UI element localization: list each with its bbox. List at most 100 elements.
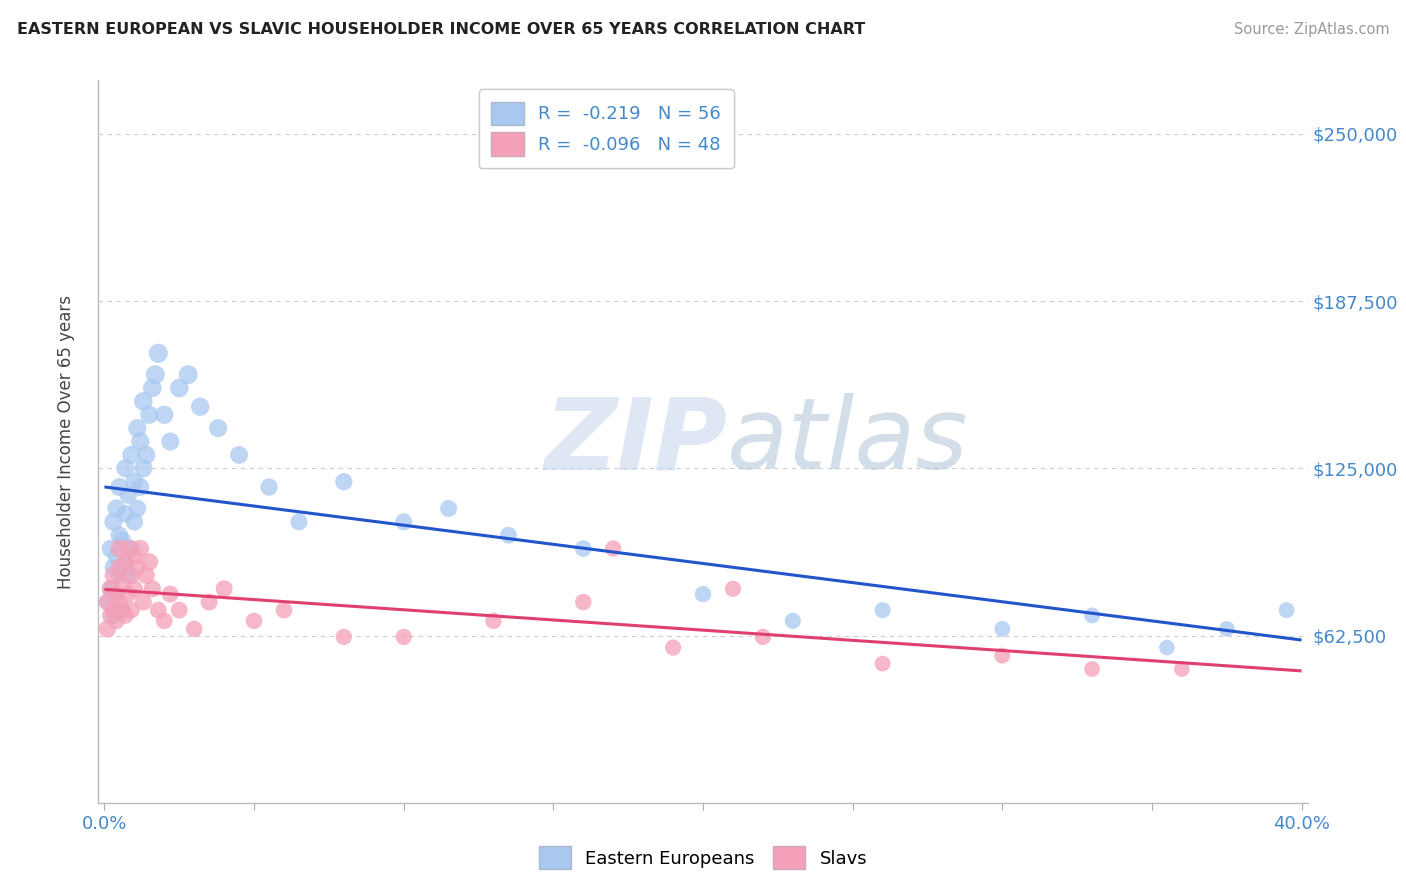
Point: [752, 630, 775, 644]
Point: [100, 582, 122, 596]
Point: [721, 582, 744, 596]
Point: [117, 541, 139, 556]
Point: [120, 568, 142, 582]
Point: [138, 408, 160, 422]
Point: [114, 555, 136, 569]
Point: [120, 448, 142, 462]
Point: [117, 488, 139, 502]
Point: [1081, 608, 1104, 623]
Point: [1156, 640, 1178, 655]
Point: [124, 549, 146, 564]
Point: [141, 381, 163, 395]
Point: [100, 582, 122, 596]
Point: [103, 608, 125, 623]
Point: [602, 541, 624, 556]
Point: [132, 394, 155, 409]
Point: [138, 555, 160, 569]
Point: [114, 507, 136, 521]
Point: [120, 541, 142, 556]
Point: [117, 568, 139, 582]
Point: [111, 603, 134, 617]
Point: [127, 501, 149, 516]
Point: [124, 475, 146, 489]
Point: [1081, 662, 1104, 676]
Point: [111, 576, 134, 591]
Point: [135, 448, 157, 462]
Point: [257, 480, 280, 494]
Point: [207, 421, 229, 435]
Point: [103, 568, 125, 582]
Point: [103, 515, 125, 529]
Point: [108, 541, 131, 556]
Point: [114, 555, 136, 569]
Point: [167, 603, 190, 617]
Point: [188, 400, 211, 414]
Point: [105, 549, 128, 564]
Point: [991, 648, 1014, 663]
Point: [498, 528, 520, 542]
Point: [212, 582, 235, 596]
Point: [1216, 622, 1239, 636]
Point: [228, 448, 250, 462]
Point: [167, 381, 190, 395]
Point: [120, 603, 142, 617]
Point: [572, 541, 595, 556]
Point: [100, 608, 122, 623]
Point: [129, 434, 152, 449]
Point: [392, 515, 415, 529]
Text: atlas: atlas: [727, 393, 969, 490]
Text: ZIP: ZIP: [544, 393, 727, 490]
Point: [96, 595, 118, 609]
Point: [114, 461, 136, 475]
Point: [111, 603, 134, 617]
Point: [114, 608, 136, 623]
Point: [143, 368, 166, 382]
Point: [103, 560, 125, 574]
Point: [129, 480, 152, 494]
Point: [333, 475, 356, 489]
Point: [124, 515, 146, 529]
Point: [141, 582, 163, 596]
Point: [103, 603, 125, 617]
Point: [872, 657, 894, 671]
Point: [105, 501, 128, 516]
Point: [127, 421, 149, 435]
Point: [662, 640, 685, 655]
Point: [108, 560, 131, 574]
Point: [105, 587, 128, 601]
Point: [132, 595, 155, 609]
Point: [129, 541, 152, 556]
Point: [105, 614, 128, 628]
Point: [288, 515, 311, 529]
Point: [1275, 603, 1298, 617]
Point: [148, 346, 170, 360]
Point: [153, 614, 176, 628]
Point: [108, 528, 131, 542]
Point: [991, 622, 1014, 636]
Point: [105, 587, 128, 601]
Point: [198, 595, 221, 609]
Point: [243, 614, 266, 628]
Point: [132, 461, 155, 475]
Point: [127, 560, 149, 574]
Point: [437, 501, 460, 516]
Text: EASTERN EUROPEAN VS SLAVIC HOUSEHOLDER INCOME OVER 65 YEARS CORRELATION CHART: EASTERN EUROPEAN VS SLAVIC HOUSEHOLDER I…: [17, 22, 865, 37]
Point: [96, 622, 118, 636]
Point: [153, 408, 176, 422]
Point: [782, 614, 804, 628]
Point: [124, 582, 146, 596]
Point: [159, 434, 181, 449]
Text: Source: ZipAtlas.com: Source: ZipAtlas.com: [1233, 22, 1389, 37]
Legend: Eastern Europeans, Slavs: Eastern Europeans, Slavs: [530, 838, 876, 879]
Point: [183, 622, 205, 636]
Point: [482, 614, 505, 628]
Point: [333, 630, 356, 644]
Point: [177, 368, 200, 382]
Point: [572, 595, 595, 609]
Point: [1171, 662, 1194, 676]
Point: [148, 603, 170, 617]
Point: [100, 541, 122, 556]
Point: [692, 587, 714, 601]
Point: [96, 595, 118, 609]
Y-axis label: Householder Income Over 65 years: Householder Income Over 65 years: [56, 294, 75, 589]
